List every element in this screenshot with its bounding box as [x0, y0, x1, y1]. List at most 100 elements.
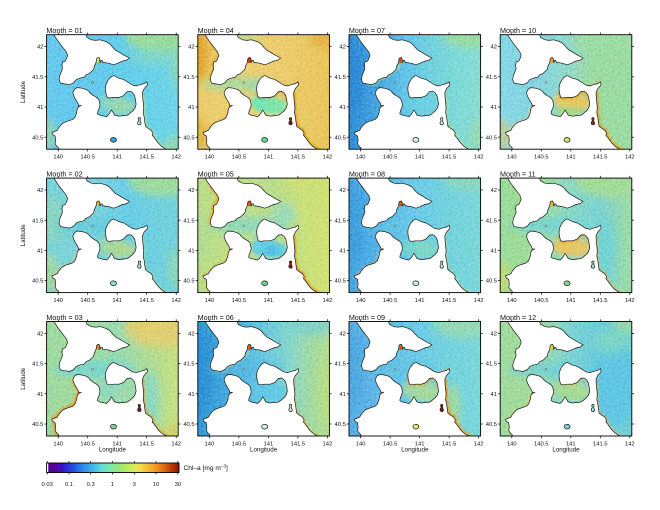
- svg-text:41: 41: [491, 249, 497, 255]
- svg-text:40.5: 40.5: [335, 422, 346, 428]
- svg-text:141: 141: [112, 298, 122, 304]
- svg-text:3: 3: [133, 482, 136, 488]
- svg-text:141: 141: [264, 155, 274, 161]
- svg-text:142: 142: [323, 155, 333, 161]
- svg-text:142: 142: [474, 441, 484, 447]
- svg-text:42: 42: [339, 45, 345, 51]
- svg-text:42: 42: [491, 332, 497, 338]
- svg-text:41: 41: [37, 105, 43, 111]
- svg-text:142: 142: [171, 298, 181, 304]
- svg-text:41.5: 41.5: [183, 362, 194, 368]
- svg-text:40.5: 40.5: [335, 279, 346, 285]
- svg-text:141: 141: [415, 441, 425, 447]
- svg-text:41.5: 41.5: [486, 75, 497, 81]
- svg-text:40.5: 40.5: [32, 135, 43, 141]
- svg-text:41.5: 41.5: [183, 75, 194, 81]
- svg-text:141: 141: [264, 298, 274, 304]
- svg-text:142: 142: [625, 298, 635, 304]
- svg-text:141.5: 141.5: [291, 155, 306, 161]
- svg-text:41: 41: [491, 105, 497, 111]
- svg-text:41.5: 41.5: [32, 75, 43, 81]
- svg-text:42: 42: [188, 188, 194, 194]
- svg-text:41: 41: [339, 105, 345, 111]
- svg-text:140.5: 140.5: [383, 155, 398, 161]
- svg-text:41.5: 41.5: [32, 218, 43, 224]
- svg-text:141.5: 141.5: [593, 155, 608, 161]
- svg-text:140: 140: [507, 298, 517, 304]
- svg-text:140: 140: [356, 441, 366, 447]
- svg-text:Month = 09: Month = 09: [349, 313, 385, 322]
- svg-text:141.5: 141.5: [139, 298, 154, 304]
- svg-text:41.5: 41.5: [335, 75, 346, 81]
- svg-text:141.5: 141.5: [139, 155, 154, 161]
- svg-text:142: 142: [625, 155, 635, 161]
- svg-text:41: 41: [188, 249, 194, 255]
- svg-text:Month = 07: Month = 07: [349, 26, 385, 35]
- svg-text:141: 141: [566, 155, 576, 161]
- svg-text:141.5: 141.5: [593, 441, 608, 447]
- svg-text:140: 140: [53, 298, 63, 304]
- svg-text:Longitude: Longitude: [99, 447, 127, 454]
- svg-text:140: 140: [356, 298, 366, 304]
- svg-text:141: 141: [415, 298, 425, 304]
- svg-text:Longitude: Longitude: [401, 447, 429, 454]
- svg-text:142: 142: [171, 441, 181, 447]
- svg-text:42: 42: [37, 45, 43, 51]
- svg-text:142: 142: [474, 155, 484, 161]
- svg-text:140.5: 140.5: [534, 155, 549, 161]
- svg-text:141.5: 141.5: [291, 441, 306, 447]
- svg-text:140: 140: [53, 441, 63, 447]
- svg-text:41.5: 41.5: [335, 218, 346, 224]
- svg-text:140.5: 140.5: [534, 441, 549, 447]
- svg-text:Latitude: Latitude: [20, 224, 27, 247]
- svg-text:40.5: 40.5: [486, 279, 497, 285]
- svg-text:Month = 05: Month = 05: [198, 170, 234, 179]
- svg-text:41.5: 41.5: [335, 362, 346, 368]
- svg-text:41.5: 41.5: [486, 218, 497, 224]
- svg-text:Longitude: Longitude: [250, 447, 278, 454]
- svg-text:140: 140: [356, 155, 366, 161]
- svg-text:141.5: 141.5: [442, 155, 457, 161]
- svg-text:42: 42: [491, 188, 497, 194]
- svg-text:142: 142: [171, 155, 181, 161]
- svg-text:140: 140: [507, 441, 517, 447]
- svg-text:Latitude: Latitude: [20, 367, 27, 390]
- svg-text:140.5: 140.5: [383, 298, 398, 304]
- svg-text:141.5: 141.5: [442, 298, 457, 304]
- svg-text:141: 141: [264, 441, 274, 447]
- svg-text:140.5: 140.5: [232, 298, 247, 304]
- svg-text:42: 42: [188, 332, 194, 338]
- svg-text:142: 142: [323, 298, 333, 304]
- svg-text:41: 41: [188, 392, 194, 398]
- svg-text:1: 1: [111, 482, 114, 488]
- svg-text:141.5: 141.5: [139, 441, 154, 447]
- svg-text:141: 141: [112, 441, 122, 447]
- svg-text:41: 41: [491, 392, 497, 398]
- svg-text:42: 42: [37, 188, 43, 194]
- svg-text:140.5: 140.5: [232, 441, 247, 447]
- svg-text:141: 141: [415, 155, 425, 161]
- svg-text:Month = 08: Month = 08: [349, 170, 385, 179]
- svg-text:141: 141: [112, 155, 122, 161]
- svg-text:41: 41: [339, 392, 345, 398]
- svg-text:41: 41: [188, 105, 194, 111]
- svg-text:0.03: 0.03: [42, 482, 53, 488]
- svg-text:42: 42: [491, 45, 497, 51]
- svg-text:Month = 10: Month = 10: [500, 26, 536, 35]
- svg-text:141.5: 141.5: [442, 441, 457, 447]
- svg-text:141.5: 141.5: [291, 298, 306, 304]
- svg-text:140.5: 140.5: [232, 155, 247, 161]
- svg-text:41.5: 41.5: [32, 362, 43, 368]
- svg-text:141: 141: [566, 441, 576, 447]
- svg-text:40.5: 40.5: [32, 422, 43, 428]
- svg-text:Month = 03: Month = 03: [46, 313, 82, 322]
- svg-text:140: 140: [53, 155, 63, 161]
- svg-text:40.5: 40.5: [32, 279, 43, 285]
- svg-text:Month = 06: Month = 06: [198, 313, 234, 322]
- svg-text:41: 41: [339, 249, 345, 255]
- svg-text:140: 140: [205, 298, 215, 304]
- svg-text:41: 41: [37, 249, 43, 255]
- svg-text:140.5: 140.5: [80, 155, 95, 161]
- svg-text:140: 140: [205, 441, 215, 447]
- svg-text:40.5: 40.5: [486, 422, 497, 428]
